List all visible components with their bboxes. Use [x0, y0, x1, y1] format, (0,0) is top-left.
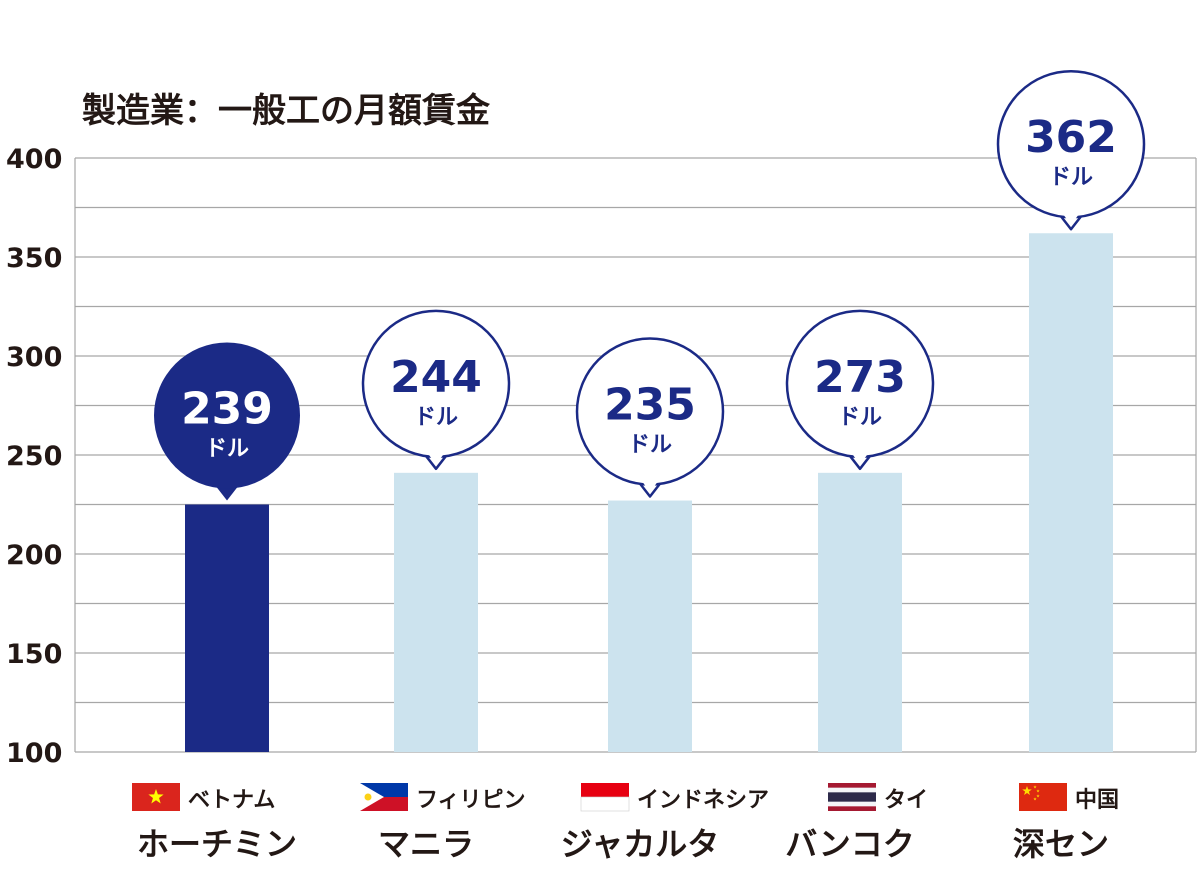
bar-3 — [818, 472, 902, 752]
data-label-value: 239 — [181, 384, 273, 435]
x-tick-label: マニラ — [378, 825, 474, 863]
y-tick-label: 350 — [6, 243, 62, 274]
y-tick-label: 250 — [6, 441, 62, 472]
chart-title: 製造業：一般工の月額賃金 — [82, 91, 491, 131]
y-tick-label: 150 — [6, 639, 62, 670]
data-label-unit: ドル — [205, 437, 249, 462]
bar-1 — [394, 472, 478, 752]
data-label-unit: ドル — [628, 433, 672, 458]
vietnam-flag — [132, 783, 180, 811]
bubble-seam — [848, 447, 872, 465]
bar-0 — [185, 504, 269, 752]
data-label-unit: ドル — [1049, 165, 1093, 190]
x-tick-label: 深セン — [1013, 825, 1109, 863]
y-tick-label: 100 — [6, 738, 62, 769]
y-axis: 100 150 200 250 300 350 400 — [6, 144, 62, 769]
country-label: インドネシア — [637, 788, 769, 813]
y-tick-label: 300 — [6, 342, 62, 373]
x-tick-label: ホーチミン — [137, 825, 297, 863]
bubble-circle — [154, 342, 300, 489]
country-label: 中国 — [1075, 788, 1119, 813]
bubble-seam — [424, 447, 448, 465]
data-label-value: 362 — [1025, 112, 1117, 163]
bubble-seam — [1059, 208, 1083, 226]
data-label-value: 273 — [814, 352, 906, 403]
x-tick-label: バンコク — [785, 825, 915, 863]
bar-2 — [608, 500, 692, 752]
data-label-value: 244 — [390, 352, 482, 403]
data-label-unit: ドル — [414, 405, 458, 430]
bubble-seam — [638, 475, 662, 493]
philippines-flag — [360, 783, 408, 811]
data-label-value: 235 — [604, 380, 696, 431]
bar-4 — [1029, 233, 1113, 753]
y-tick-label: 200 — [6, 540, 62, 571]
thailand-flag — [828, 783, 876, 811]
indonesia-flag — [580, 783, 630, 812]
china-flag — [1019, 783, 1067, 811]
x-tick-label: ジャカルタ — [561, 825, 719, 863]
data-label-unit: ドル — [838, 405, 882, 430]
country-label: フィリピン — [416, 788, 526, 813]
country-label: ベトナム — [188, 788, 275, 813]
bars — [185, 233, 1113, 753]
country-label: タイ — [884, 788, 928, 813]
y-tick-label: 400 — [6, 144, 62, 175]
